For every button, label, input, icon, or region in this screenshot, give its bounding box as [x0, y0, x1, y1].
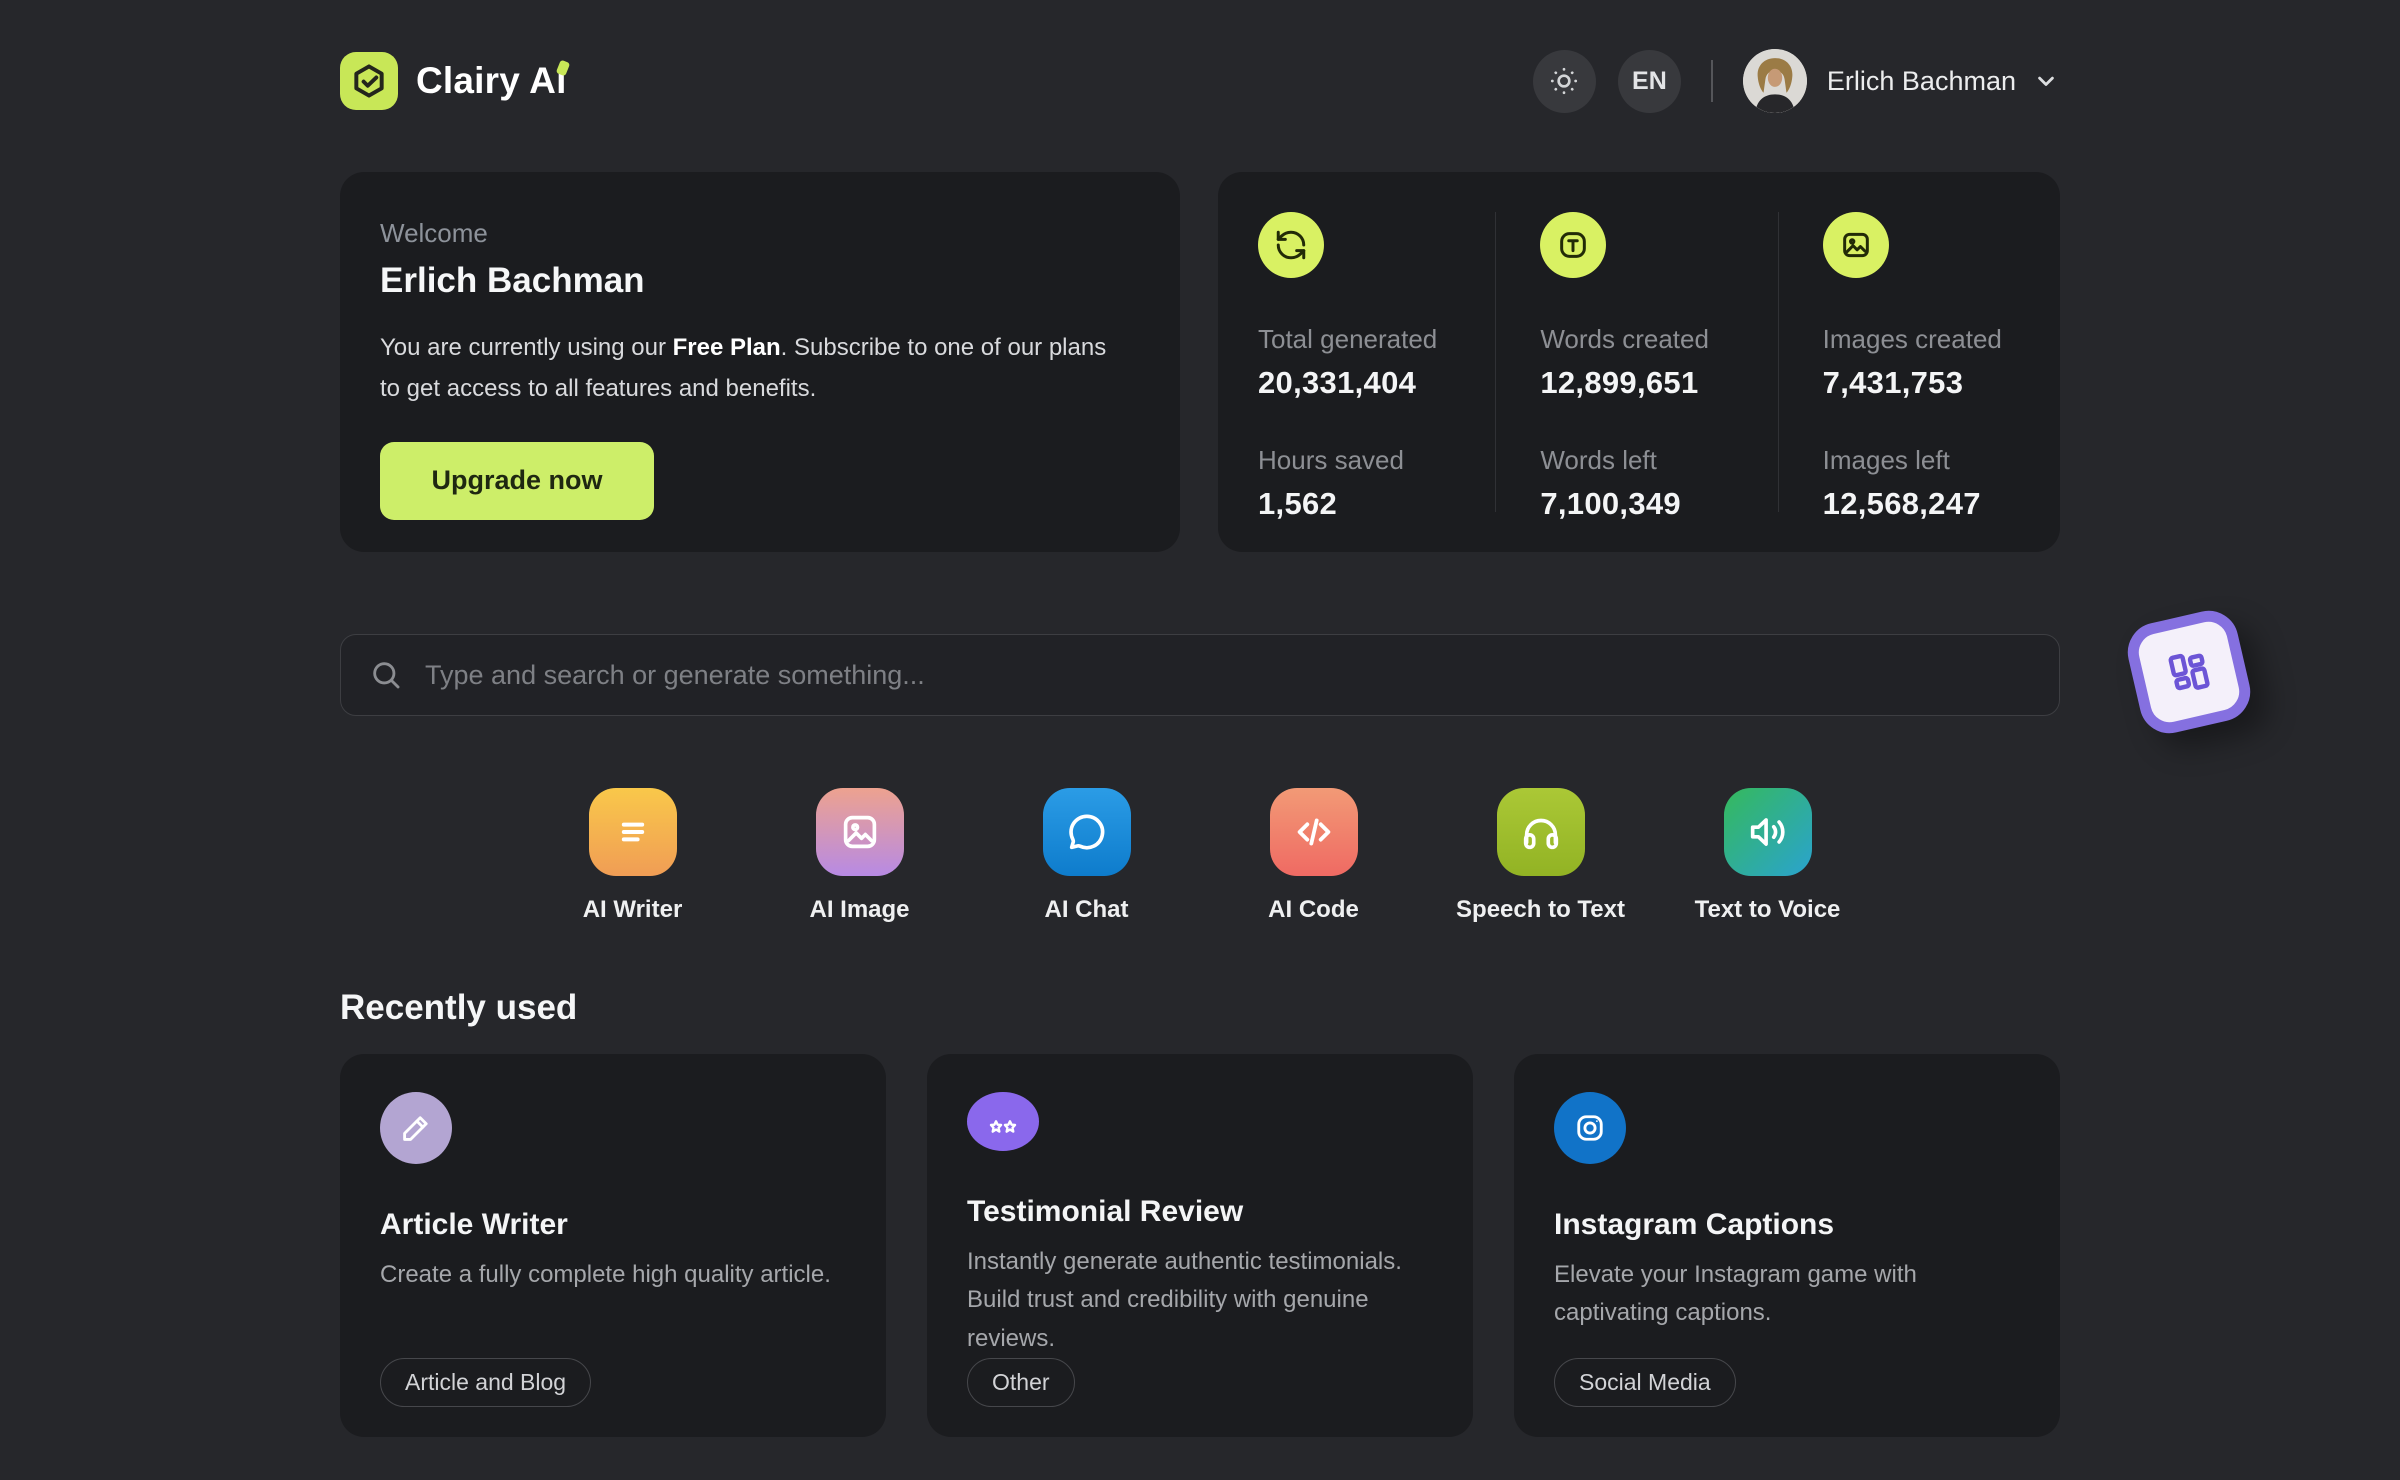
tool-ai-code[interactable]: AI Code [1200, 788, 1427, 924]
tool-label: AI Code [1268, 896, 1359, 923]
tool-label: AI Image [809, 896, 910, 923]
speaker-icon [1723, 788, 1812, 876]
brand-name-text: Clairy A [416, 60, 557, 101]
stat-label: Words left [1540, 445, 1657, 475]
stat-label: Images left [1822, 445, 1950, 475]
tool-ai-writer[interactable]: AI Writer [519, 788, 746, 924]
card-article-writer[interactable]: Article Writer Create a fully complete h… [340, 1054, 886, 1437]
top-cards-row: Welcome Erlich Bachman You are currently… [340, 172, 2060, 552]
image-icon [815, 788, 904, 876]
stat-label: Total generated [1258, 324, 1438, 354]
recently-used-title: Recently used [340, 988, 578, 1027]
theme-toggle-button[interactable] [1532, 49, 1596, 113]
tool-label: Text to Voice [1694, 896, 1841, 923]
language-button[interactable]: EN [1617, 49, 1681, 113]
search-icon [369, 658, 403, 692]
stat-column-generated: Total generated 20,331,404 Hours saved 1… [1218, 212, 1495, 521]
avatar [1742, 49, 1807, 113]
stat-label: Words created [1540, 324, 1709, 354]
text-icon [1540, 212, 1607, 278]
tool-speech-to-text[interactable]: Speech to Text [1427, 788, 1654, 924]
chevron-down-icon[interactable] [2032, 67, 2060, 95]
card-description: Create a fully complete high quality art… [380, 1261, 831, 1288]
card-instagram-captions[interactable]: Instagram Captions Elevate your Instagra… [1514, 1054, 2060, 1437]
stat-value: 7,431,753 [1822, 365, 1964, 400]
sun-icon [1548, 65, 1580, 97]
stat-column-images: Images created 7,431,753 Images left 12,… [1777, 212, 2060, 521]
instagram-icon [1554, 1092, 1626, 1164]
stat-value: 7,100,349 [1540, 486, 1681, 521]
card-title: Article Writer [380, 1208, 568, 1241]
tool-label: AI Writer [582, 896, 683, 923]
card-testimonial-review[interactable]: Testimonial Review Instantly generate au… [927, 1054, 1473, 1437]
header-divider [1710, 60, 1713, 102]
card-title: Instagram Captions [1554, 1208, 1835, 1241]
text-lines-icon [588, 788, 677, 876]
stat-value: 12,899,651 [1540, 365, 1699, 400]
welcome-label: Welcome [380, 218, 488, 248]
upgrade-button[interactable]: Upgrade now [380, 441, 654, 520]
card-description: Elevate your Instagram game with captiva… [1554, 1261, 1917, 1327]
welcome-message-pre: You are currently using our [380, 334, 673, 361]
card-title: Testimonial Review [967, 1194, 1244, 1228]
welcome-user-name: Erlich Bachman [380, 261, 645, 300]
brand-name-accent: i [556, 60, 567, 101]
stat-label: Hours saved [1258, 445, 1404, 475]
card-category-tag: Other [967, 1358, 1075, 1407]
usage-stats-card: Total generated 20,331,404 Hours saved 1… [1218, 172, 2060, 552]
search-bar[interactable] [340, 634, 2060, 716]
user-menu[interactable]: Erlich Bachman [1742, 49, 2060, 113]
stat-value: 1,562 [1258, 486, 1338, 521]
tool-label: Speech to Text [1456, 896, 1625, 923]
stat-label: Images created [1822, 324, 2002, 354]
tool-text-to-voice[interactable]: Text to Voice [1654, 788, 1881, 924]
search-input[interactable] [423, 658, 2031, 692]
tools-row: AI Writer AI Image AI Chat [0, 788, 2400, 924]
stat-value: 12,568,247 [1822, 486, 1981, 521]
tool-label: AI Chat [1044, 896, 1129, 923]
welcome-message: You are currently using our Free Plan. S… [380, 327, 1124, 410]
tool-ai-chat[interactable]: AI Chat [973, 788, 1200, 924]
apps-widget-button[interactable] [2121, 604, 2257, 740]
stat-column-words: Words created 12,899,651 Words left 7,10… [1495, 212, 1777, 521]
user-name: Erlich Bachman [1826, 65, 2016, 96]
recently-used-row: Article Writer Create a fully complete h… [340, 1054, 2060, 1437]
pencil-icon [380, 1092, 452, 1164]
brand-hexagon-check-icon [340, 52, 398, 110]
image-icon [1822, 212, 1889, 278]
card-category-tag: Article and Blog [380, 1358, 592, 1407]
headphones-icon [1496, 788, 1585, 876]
welcome-card: Welcome Erlich Bachman You are currently… [340, 172, 1180, 552]
stars-icon [967, 1092, 1039, 1151]
code-icon [1269, 788, 1358, 876]
tool-ai-image[interactable]: AI Image [746, 788, 973, 924]
dashboard-grid-icon [2155, 638, 2222, 705]
plan-name: Free Plan [672, 334, 781, 361]
welcome-message-post: . Subscribe to one of our plans to get a… [380, 334, 1107, 403]
stat-value: 20,331,404 [1258, 365, 1417, 400]
chat-bubble-icon [1042, 788, 1131, 876]
card-category-tag: Social Media [1554, 1358, 1736, 1407]
refresh-icon [1258, 212, 1324, 278]
header-controls: EN Erlich Bachman [1532, 49, 2060, 113]
card-description: Instantly generate authentic testimonial… [967, 1247, 1402, 1352]
